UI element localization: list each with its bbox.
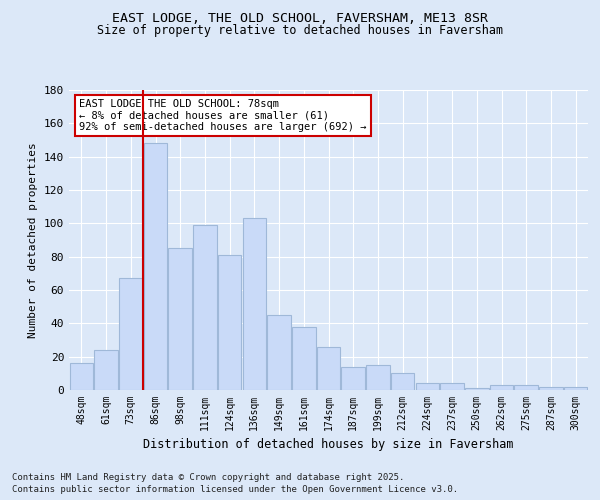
Bar <box>144 144 167 390</box>
Y-axis label: Number of detached properties: Number of detached properties <box>28 142 38 338</box>
X-axis label: Distribution of detached houses by size in Faversham: Distribution of detached houses by size … <box>143 438 514 452</box>
Bar <box>366 365 389 390</box>
Bar <box>465 388 488 390</box>
Text: Contains public sector information licensed under the Open Government Licence v3: Contains public sector information licen… <box>12 485 458 494</box>
Bar <box>564 386 587 390</box>
Bar <box>490 385 513 390</box>
Bar <box>317 346 340 390</box>
Bar <box>70 364 93 390</box>
Bar <box>119 278 143 390</box>
Bar <box>416 384 439 390</box>
Bar <box>440 384 464 390</box>
Bar <box>169 248 192 390</box>
Bar <box>94 350 118 390</box>
Text: EAST LODGE, THE OLD SCHOOL, FAVERSHAM, ME13 8SR: EAST LODGE, THE OLD SCHOOL, FAVERSHAM, M… <box>112 12 488 26</box>
Bar <box>218 255 241 390</box>
Bar <box>242 218 266 390</box>
Bar <box>391 374 415 390</box>
Bar <box>268 315 291 390</box>
Bar <box>539 386 563 390</box>
Bar <box>193 225 217 390</box>
Bar <box>292 326 316 390</box>
Bar <box>341 366 365 390</box>
Text: Contains HM Land Registry data © Crown copyright and database right 2025.: Contains HM Land Registry data © Crown c… <box>12 472 404 482</box>
Bar <box>514 385 538 390</box>
Text: EAST LODGE THE OLD SCHOOL: 78sqm
← 8% of detached houses are smaller (61)
92% of: EAST LODGE THE OLD SCHOOL: 78sqm ← 8% of… <box>79 99 367 132</box>
Text: Size of property relative to detached houses in Faversham: Size of property relative to detached ho… <box>97 24 503 37</box>
